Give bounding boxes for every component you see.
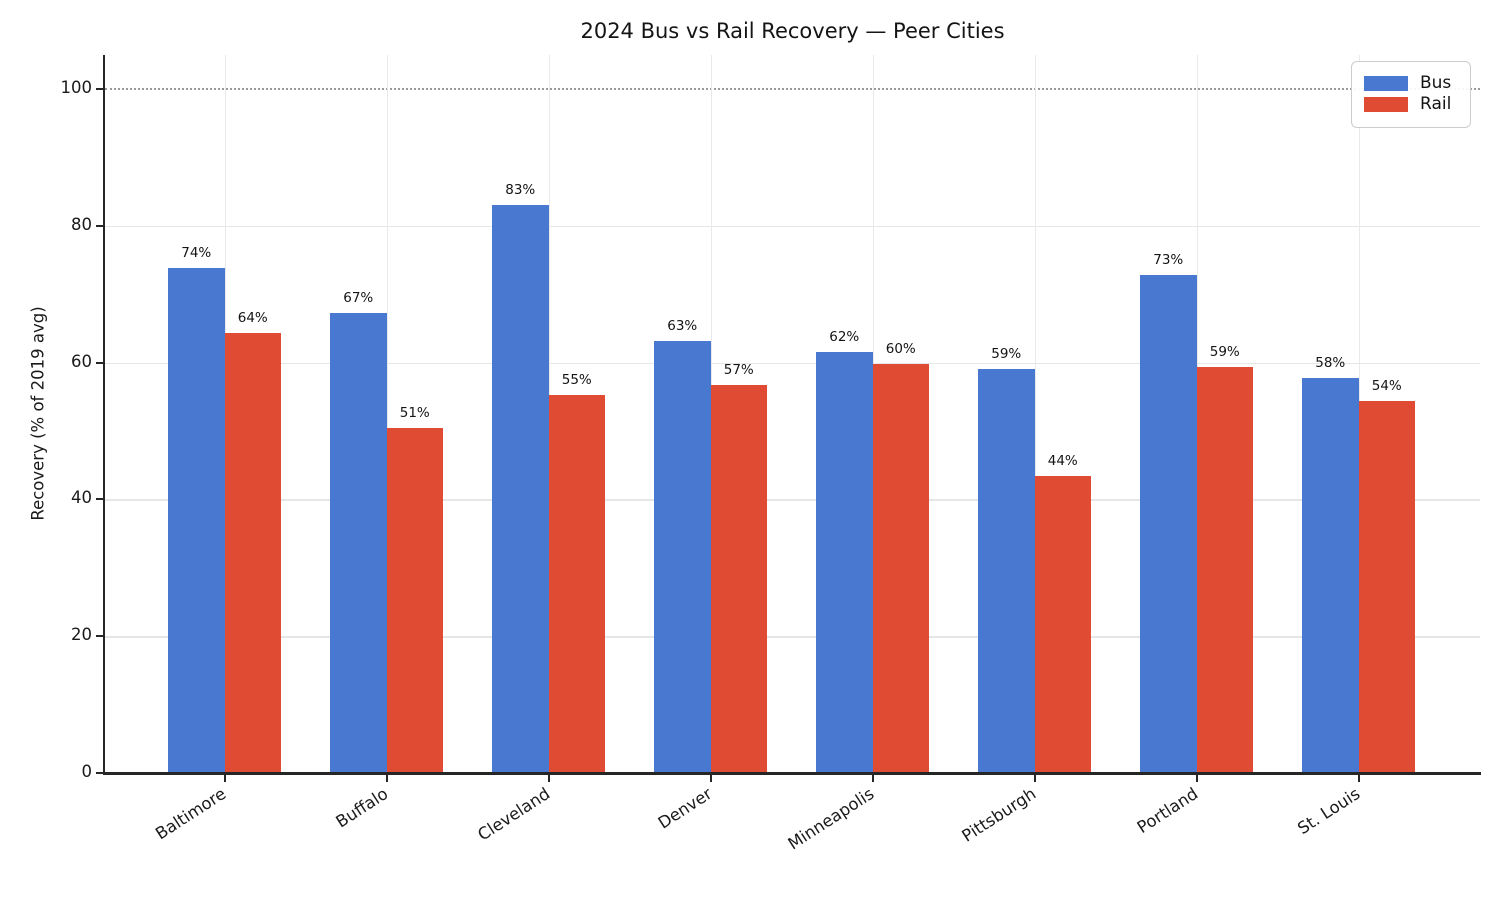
bus-bar-portland xyxy=(1140,275,1197,773)
rail-bar-pittsburgh xyxy=(1034,475,1091,773)
legend-label-rail: Rail xyxy=(1420,94,1452,114)
bus-bar-pittsburgh xyxy=(978,368,1035,773)
x-axis-tick xyxy=(1357,774,1360,782)
y-tick-label: 60 xyxy=(71,351,92,371)
y-tick-label: 80 xyxy=(71,214,92,234)
rail-bar-buffalo xyxy=(386,427,443,773)
bar-value-label: 44% xyxy=(1047,452,1078,469)
bar-value-label: 55% xyxy=(561,371,592,388)
bus-bar-cleveland xyxy=(492,204,549,773)
y-tick-label: 100 xyxy=(60,78,93,98)
horizontal-gridline xyxy=(105,225,1480,228)
y-axis-spine xyxy=(103,55,105,775)
rail-bar-minneapolis xyxy=(872,364,929,773)
legend-label-bus: Bus xyxy=(1420,73,1452,93)
bar-value-label: 51% xyxy=(399,404,430,421)
rail-bar-baltimore xyxy=(224,332,281,773)
plot-area: 74% 67% 83% 63% 62% 59% 73% 58% 64% 51% 55% 57% 60% 4… xyxy=(105,55,1480,773)
bar-value-label: 74% xyxy=(181,244,212,261)
y-axis-tick xyxy=(96,224,104,227)
x-axis-tick xyxy=(709,774,712,782)
rail-bar-stlouis xyxy=(1358,401,1415,773)
y-tick-label: 0 xyxy=(81,762,93,781)
bar-value-label: 73% xyxy=(1153,252,1184,269)
bar-value-label: 59% xyxy=(1209,343,1240,360)
bus-legend-swatch-icon xyxy=(1364,76,1408,91)
x-axis-tick xyxy=(223,774,226,782)
chart-title: 2024 Bus vs Rail Recovery — Peer Cities xyxy=(580,19,1005,43)
legend-entry-rail: Rail xyxy=(1364,96,1458,113)
bar-value-label: 58% xyxy=(1315,354,1346,371)
bus-bar-baltimore xyxy=(168,267,225,773)
bus-bar-buffalo xyxy=(330,313,387,773)
legend-entry-bus: Bus xyxy=(1364,75,1458,92)
vertical-gridline xyxy=(386,55,388,773)
bar-value-label: 64% xyxy=(237,309,268,326)
reference-line-100 xyxy=(105,88,1480,91)
bus-bar-denver xyxy=(654,340,711,773)
x-axis-tick xyxy=(385,774,388,782)
bar-value-label: 54% xyxy=(1371,378,1402,394)
horizontal-gridline xyxy=(105,362,1480,365)
legend: Bus Rail xyxy=(1351,61,1471,128)
y-axis-tick xyxy=(96,361,104,364)
horizontal-gridline xyxy=(105,636,1480,638)
y-tick-label: 20 xyxy=(71,625,92,645)
bar-value-label: 60% xyxy=(885,341,916,358)
rail-bar-cleveland xyxy=(548,394,605,773)
y-axis-tick xyxy=(96,88,104,91)
vertical-gridline xyxy=(1034,55,1036,773)
rail-bar-denver xyxy=(710,384,767,773)
y-tick-label: 40 xyxy=(71,488,92,508)
rail-legend-swatch-icon xyxy=(1364,97,1408,112)
x-axis-tick xyxy=(547,774,550,782)
x-axis-tick xyxy=(1033,774,1036,782)
bus-bar-stlouis xyxy=(1302,377,1359,773)
bar-value-label: 63% xyxy=(667,317,698,334)
bar-value-label: 59% xyxy=(991,345,1022,362)
y-axis-tick xyxy=(96,772,104,774)
bar-value-label: 57% xyxy=(723,361,754,378)
horizontal-gridline xyxy=(105,499,1480,501)
bar-value-label: 67% xyxy=(343,290,374,307)
bar-value-label: 83% xyxy=(505,181,536,198)
rail-bar-portland xyxy=(1196,366,1253,773)
x-axis-tick xyxy=(871,774,874,782)
bus-bar-minneapolis xyxy=(816,352,873,773)
x-tick-label: Baltimore xyxy=(151,784,229,844)
x-axis-tick xyxy=(1195,774,1198,782)
y-axis-tick xyxy=(96,498,104,501)
x-axis-spine xyxy=(103,772,1481,775)
y-axis-tick xyxy=(96,635,104,638)
bar-value-label: 62% xyxy=(829,329,860,346)
